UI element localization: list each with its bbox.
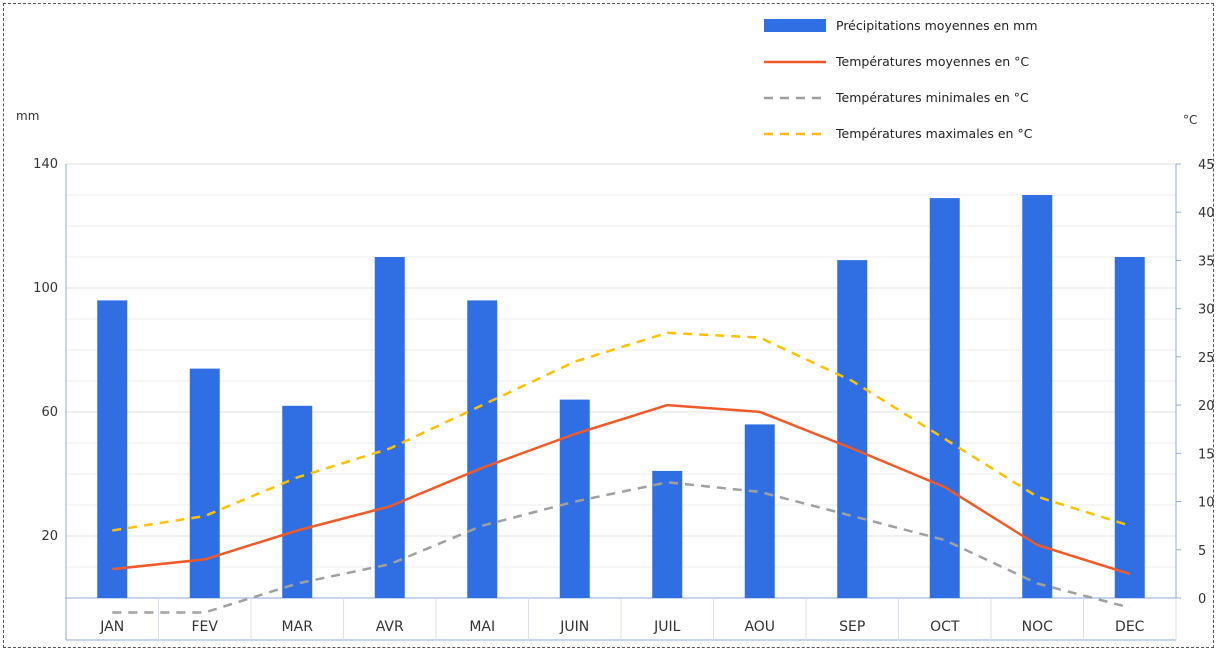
right-tick-label: 25	[1198, 351, 1215, 366]
category-label-juin: JUIN	[559, 619, 589, 635]
bar-avr	[374, 257, 405, 598]
bar-jan	[97, 300, 128, 598]
category-label-mar: MAR	[282, 619, 314, 635]
category-label-noc: NOC	[1022, 619, 1053, 635]
temperature-lines	[112, 331, 1131, 614]
category-labels: JAN FEV MAR AVR MAI JUIN JUIL AOU SEP OCT NOC DEC	[99, 619, 1144, 635]
right-axis-unit: °C	[1183, 113, 1197, 127]
category-label-aou: AOU	[744, 619, 775, 635]
legend-item-1: Précipitations moyennes en mm	[764, 18, 1038, 33]
bar-dec	[1114, 257, 1145, 598]
category-label-mai: MAI	[469, 619, 495, 635]
line-series-2	[112, 481, 1131, 614]
grid-lines	[66, 163, 1176, 568]
category-label-dec: DEC	[1115, 619, 1145, 635]
category-label-sep: SEP	[839, 619, 865, 635]
axes	[65, 163, 1181, 641]
legend: Précipitations moyennes en mm Température…	[764, 18, 1038, 141]
right-tick-label: 5	[1198, 544, 1206, 559]
category-label-fev: FEV	[192, 619, 219, 635]
bar-aou	[744, 424, 775, 598]
bar-fev	[189, 368, 220, 598]
legend-swatch	[764, 19, 826, 32]
bar-sep	[837, 260, 868, 598]
category-label-avr: AVR	[376, 619, 404, 635]
legend-label: Températures moyennes en °C	[835, 54, 1029, 69]
line-series-3	[112, 331, 1131, 532]
right-tick-label: 0	[1198, 592, 1206, 607]
bar-juin	[559, 399, 590, 598]
left-tick-label: 140	[33, 157, 58, 172]
legend-item-4: Températures maximales en °C	[764, 126, 1033, 141]
bar-juil	[652, 470, 683, 598]
tick-labels: 20 60 100 140 0 5 10 15 20 25 30 35 40 45	[33, 157, 1214, 607]
chart-frame: 20 60 100 140 0 5 10 15 20 25 30 35 40 45 JAN FEV MAR AV…	[3, 3, 1215, 648]
right-tick-label: 20	[1198, 399, 1215, 414]
category-label-oct: OCT	[930, 619, 960, 635]
bar-noc	[1022, 195, 1053, 598]
legend-label: Températures minimales en °C	[835, 90, 1029, 105]
bar-mai	[467, 300, 498, 598]
right-tick-label: 10	[1198, 496, 1215, 511]
legend-label: Précipitations moyennes en mm	[836, 18, 1038, 33]
right-tick-label: 35	[1198, 254, 1215, 269]
category-label-jan: JAN	[99, 619, 124, 635]
left-tick-label: 100	[33, 281, 58, 296]
legend-label: Températures maximales en °C	[835, 126, 1033, 141]
left-tick-label: 20	[41, 529, 58, 544]
legend-item-3: Températures minimales en °C	[764, 90, 1029, 105]
legend-item-2: Températures moyennes en °C	[764, 54, 1029, 69]
right-tick-label: 45	[1198, 158, 1215, 173]
precipitation-bars	[97, 195, 1145, 598]
right-tick-label: 30	[1198, 303, 1215, 318]
right-tick-label: 15	[1198, 447, 1215, 462]
category-label-juil: JUIL	[653, 619, 681, 635]
line-series-1	[112, 403, 1131, 576]
bar-mar	[282, 405, 313, 598]
climate-chart: 20 60 100 140 0 5 10 15 20 25 30 35 40 45 JAN FEV MAR AV…	[16, 18, 1215, 641]
left-tick-label: 60	[41, 405, 58, 420]
bar-oct	[929, 198, 960, 598]
left-axis-unit: mm	[16, 109, 39, 123]
right-tick-label: 40	[1198, 206, 1215, 221]
